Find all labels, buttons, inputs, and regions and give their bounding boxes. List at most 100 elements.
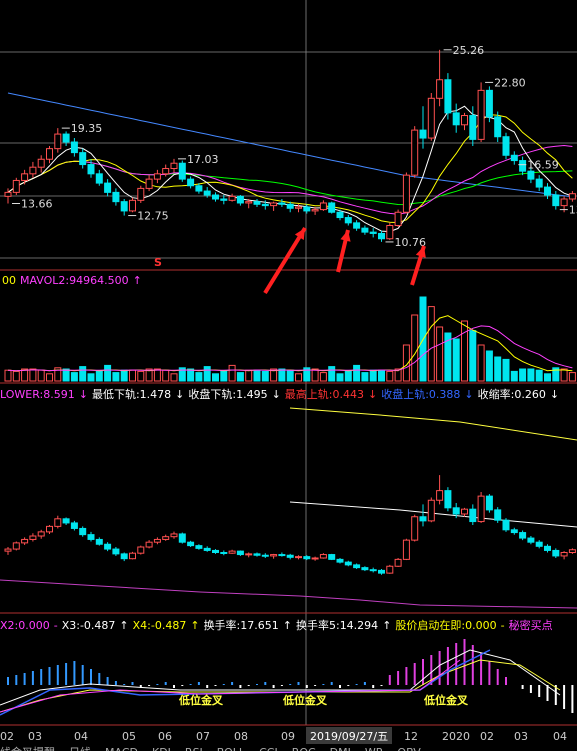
- indicator-candle: [129, 552, 136, 560]
- x-axis-tick: 2019/09/27/五: [310, 730, 388, 743]
- volume-bar: [411, 314, 419, 382]
- macd-legend: 换手率5:14.294: [296, 618, 378, 632]
- indicator-candle: [427, 499, 435, 522]
- price-label: 16.59: [527, 159, 559, 172]
- candle-body: [29, 166, 37, 175]
- x-axis-tick: 07: [196, 730, 210, 743]
- candle-body: [328, 202, 336, 213]
- candle-body: [344, 217, 352, 224]
- volume-bar: [153, 368, 161, 382]
- indicator-candle: [519, 532, 527, 539]
- volume-bar: [469, 330, 477, 382]
- candle-body: [203, 190, 211, 196]
- indicator-candle: [162, 536, 170, 540]
- bottom-tab: 线金叉提醒: [0, 745, 55, 751]
- volume-bar: [427, 306, 435, 382]
- indicator-candle: [378, 569, 385, 574]
- candle-body: [153, 173, 161, 180]
- volume-legend: ↑: [133, 274, 142, 287]
- candle-body: [12, 179, 20, 193]
- indicator-candle: [502, 519, 510, 531]
- bottom-tab: OBV: [397, 746, 421, 751]
- volume-bar: [369, 369, 377, 382]
- candle-body: [394, 211, 402, 226]
- candle-body: [253, 201, 261, 205]
- indicator-candle: [344, 561, 352, 566]
- indicator-candle: [153, 538, 161, 543]
- volume-bar: [519, 368, 527, 382]
- volume-legend: 00: [2, 274, 16, 287]
- volume-bar: [394, 368, 402, 382]
- macd-legend: 股价启动在即:0.000: [395, 619, 496, 632]
- indicator-candle: [137, 546, 145, 554]
- k-line: [0, 649, 491, 716]
- price-label: 13.66: [21, 198, 53, 211]
- volume-legend: MAVOL2:94964.500: [20, 274, 129, 287]
- price-label: 19.35: [71, 122, 103, 135]
- indicator-candle: [4, 548, 12, 552]
- lower-band-line: [0, 579, 577, 609]
- volume-bar: [178, 367, 186, 382]
- volume-bar: [361, 372, 369, 382]
- indicator-legend: 收盘下轨:1.495: [188, 387, 267, 401]
- indicator-candle: [79, 527, 87, 536]
- macd-legend: ↑: [119, 619, 128, 632]
- candle-body: [535, 178, 543, 188]
- volume-bar: [461, 320, 468, 382]
- candle-body: [436, 79, 444, 99]
- volume-bar: [295, 373, 302, 382]
- indicator-candle: [145, 541, 153, 548]
- macd-legend: -: [501, 619, 505, 632]
- indicator-candle: [544, 545, 551, 551]
- candle-body: [162, 168, 170, 175]
- x-axis-tick: 03: [514, 730, 528, 743]
- x-axis-tick: 08: [234, 730, 248, 743]
- volume-bar: [195, 372, 203, 382]
- indicator-candle: [303, 556, 311, 560]
- candle-body: [402, 174, 410, 213]
- d-line: [0, 659, 461, 713]
- dea-line: [0, 659, 561, 713]
- candle-body: [120, 201, 128, 212]
- candle-body: [568, 193, 576, 200]
- candle-body: [195, 185, 203, 192]
- candle-body: [278, 202, 286, 205]
- volume-bar: [270, 368, 278, 382]
- candle-body: [494, 116, 502, 138]
- volume-bar: [477, 344, 485, 382]
- volume-bar: [336, 373, 344, 382]
- indicator-candle: [236, 550, 244, 556]
- x-axis-tick: 09: [281, 730, 295, 743]
- candle-body: [145, 178, 153, 189]
- volume-bar: [552, 367, 560, 382]
- candle-body: [87, 164, 95, 175]
- candle-body: [95, 173, 103, 184]
- indicator-legend: ↓: [79, 388, 88, 401]
- macd-legend: X2:0.000: [0, 619, 50, 632]
- macd-legend: ↑: [283, 619, 292, 632]
- signal-marker: S: [154, 256, 162, 269]
- candle-body: [552, 194, 560, 207]
- volume-bar: [402, 344, 410, 382]
- x-axis-tick: 02: [480, 730, 494, 743]
- indicator-legend: 收盘上轨:0.388: [381, 387, 460, 401]
- indicator-candle: [270, 554, 278, 557]
- indicator-legend: 最低下轨:1.478: [92, 387, 171, 401]
- indicator-legend: ↓: [550, 388, 559, 401]
- bottom-tab: ROC: [292, 746, 316, 751]
- volume-bar: [37, 369, 45, 382]
- indicator-candle: [336, 558, 344, 563]
- indicator-candle: [386, 565, 394, 574]
- indicator-candle: [170, 533, 178, 538]
- upper-band-line: [289, 407, 577, 441]
- middle-band-line: [289, 501, 577, 528]
- volume-bar: [253, 369, 261, 382]
- indicator-candle: [535, 541, 543, 547]
- candle-body: [452, 112, 460, 126]
- macd-legend: ↑: [190, 619, 199, 632]
- candle-body: [336, 211, 344, 219]
- candle-body: [510, 154, 518, 162]
- bottom-tab: 日线: [69, 745, 91, 751]
- volume-bar: [494, 356, 502, 382]
